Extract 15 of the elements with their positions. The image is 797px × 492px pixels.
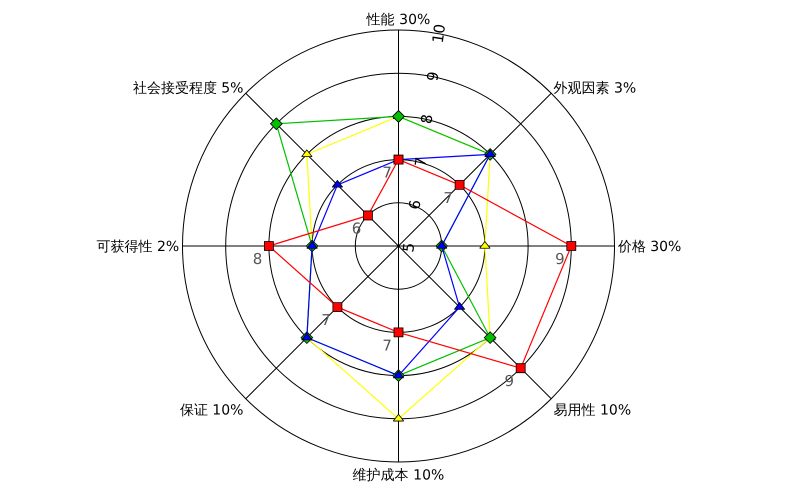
spoke-label: 外观因素 3%	[554, 80, 636, 96]
spoke-label: 维护成本 10%	[352, 467, 444, 484]
data-label: 8	[252, 250, 262, 268]
spoke-label: 价格 30%	[616, 238, 682, 255]
y-tick-label: 10	[428, 22, 450, 44]
spoke-label: 性能 30%	[366, 12, 430, 28]
data-label: 9	[555, 250, 565, 268]
y-tick-label: 8	[417, 113, 437, 126]
data-label: 7	[382, 336, 392, 354]
spoke-label: 社会接受程度 5%	[132, 80, 244, 96]
spoke-label: 可获得性 2%	[96, 238, 180, 255]
spoke-label: 易用性 10%	[554, 402, 632, 418]
data-label: 7	[382, 163, 392, 182]
y-tick-label: 9	[423, 70, 443, 82]
spoke-label: 保证 10%	[180, 402, 244, 418]
